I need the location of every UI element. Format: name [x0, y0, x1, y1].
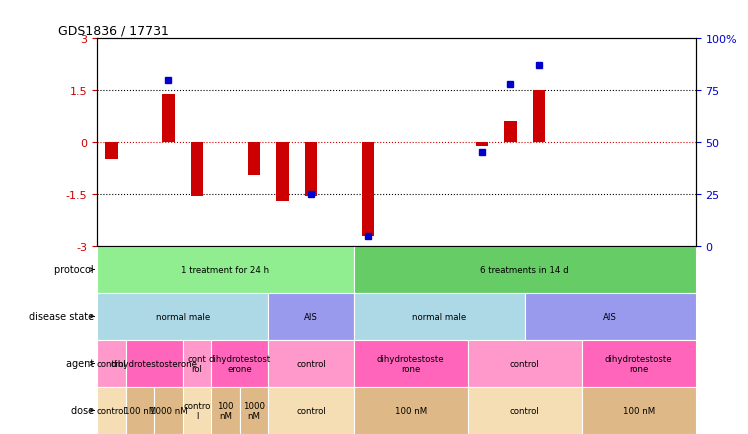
Bar — [269, 387, 354, 434]
Text: 1000 nM: 1000 nM — [150, 406, 187, 415]
Bar — [183, 387, 211, 434]
Bar — [211, 387, 239, 434]
Text: dihydrotestosterone: dihydrotestosterone — [111, 359, 197, 368]
Text: control: control — [510, 406, 539, 415]
Text: control: control — [96, 359, 126, 368]
Bar — [582, 387, 696, 434]
Bar — [239, 387, 269, 434]
Text: cont
rol: cont rol — [188, 354, 206, 373]
Bar — [126, 340, 183, 387]
Bar — [504, 122, 517, 143]
Bar — [183, 340, 211, 387]
Text: protocol: protocol — [55, 265, 97, 275]
Bar — [97, 247, 354, 293]
Bar — [97, 387, 126, 434]
Text: AIS: AIS — [603, 312, 617, 321]
Text: dose: dose — [71, 405, 97, 415]
Text: 100 nM: 100 nM — [622, 406, 654, 415]
Text: contro
l: contro l — [183, 401, 211, 420]
Text: 6 treatments in 14 d: 6 treatments in 14 d — [480, 265, 569, 274]
Bar — [269, 340, 354, 387]
Bar — [468, 387, 582, 434]
Bar — [468, 340, 582, 387]
Text: AIS: AIS — [304, 312, 318, 321]
Bar — [354, 247, 696, 293]
Bar — [361, 143, 374, 236]
Bar — [211, 340, 269, 387]
Bar — [154, 387, 183, 434]
Bar — [162, 94, 175, 143]
Bar — [105, 143, 118, 160]
Bar — [248, 143, 260, 176]
Text: disease state: disease state — [29, 312, 97, 322]
Bar — [582, 340, 696, 387]
Bar — [354, 387, 468, 434]
Text: GDS1836 / 17731: GDS1836 / 17731 — [58, 25, 169, 38]
Text: 1000
nM: 1000 nM — [243, 401, 265, 420]
Bar — [354, 293, 524, 340]
Text: 100 nM: 100 nM — [124, 406, 156, 415]
Text: control: control — [296, 406, 326, 415]
Bar — [276, 143, 289, 201]
Bar — [269, 293, 354, 340]
Text: normal male: normal male — [156, 312, 210, 321]
Bar — [524, 293, 696, 340]
Text: normal male: normal male — [412, 312, 466, 321]
Bar — [97, 340, 126, 387]
Text: 1 treatment for 24 h: 1 treatment for 24 h — [182, 265, 269, 274]
Bar — [97, 293, 269, 340]
Bar — [533, 91, 545, 143]
Text: 100 nM: 100 nM — [394, 406, 427, 415]
Text: control: control — [296, 359, 326, 368]
Text: dihydrotestost
erone: dihydrotestost erone — [209, 354, 271, 373]
Text: agent: agent — [66, 358, 97, 368]
Text: dihydrotestoste
rone: dihydrotestoste rone — [605, 354, 672, 373]
Text: control: control — [510, 359, 539, 368]
Text: control: control — [96, 406, 126, 415]
Text: dihydrotestoste
rone: dihydrotestoste rone — [377, 354, 444, 373]
Bar — [354, 340, 468, 387]
Bar — [126, 387, 154, 434]
Bar — [304, 143, 317, 196]
Text: 100
nM: 100 nM — [217, 401, 233, 420]
Bar — [476, 143, 488, 146]
Bar — [191, 143, 203, 196]
